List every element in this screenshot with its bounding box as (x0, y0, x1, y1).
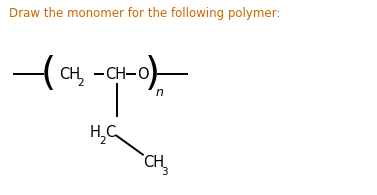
Text: CH: CH (144, 155, 165, 170)
Text: CH: CH (106, 67, 127, 82)
Text: (: ( (41, 55, 56, 93)
Text: CH: CH (60, 67, 81, 82)
Text: Draw the monomer for the following polymer:: Draw the monomer for the following polym… (9, 7, 280, 20)
Text: ): ) (146, 55, 161, 93)
Text: 2: 2 (77, 78, 84, 88)
Text: H: H (89, 125, 100, 140)
Text: 2: 2 (99, 136, 106, 146)
Text: 3: 3 (162, 167, 168, 176)
Text: n: n (156, 86, 164, 99)
Text: O: O (137, 67, 149, 82)
Text: C: C (105, 125, 115, 140)
